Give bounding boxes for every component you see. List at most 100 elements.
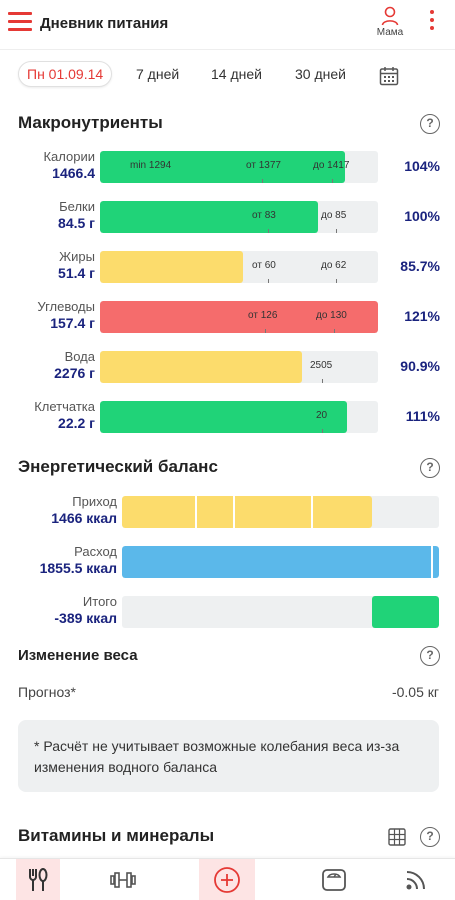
energy-row-expense: Расход 1855.5 ккал bbox=[0, 544, 455, 584]
bar-marker: до 1417 bbox=[313, 160, 350, 171]
help-icon[interactable]: ? bbox=[420, 458, 440, 478]
macro-percent: 85.7% bbox=[400, 258, 440, 274]
scale-icon bbox=[322, 869, 346, 891]
macro-value: 84.5 г bbox=[58, 215, 95, 231]
energy-bar-fill bbox=[122, 546, 439, 578]
energy-row-intake: Приход 1466 ккал bbox=[0, 494, 455, 534]
macro-bar-fill bbox=[100, 401, 347, 433]
energy-bar bbox=[122, 596, 439, 628]
profile-label: Мама bbox=[376, 27, 404, 38]
energy-value: 1466 ккал bbox=[51, 510, 117, 526]
bar-divider bbox=[431, 546, 433, 578]
macro-label: Углеводы 157.4 г bbox=[37, 299, 95, 331]
bar-marker: от 60 bbox=[252, 260, 276, 271]
nav-add[interactable] bbox=[199, 859, 255, 900]
macro-bar-fill bbox=[100, 151, 345, 183]
dumbbell-icon bbox=[110, 872, 136, 888]
macro-label: Вода 2276 г bbox=[54, 349, 95, 381]
nav-feed[interactable] bbox=[386, 859, 446, 900]
meal-divider bbox=[233, 496, 235, 528]
energy-label: Итого -389 ккал bbox=[54, 594, 117, 626]
meal-divider bbox=[311, 496, 313, 528]
profile-button[interactable]: Мама bbox=[368, 6, 412, 38]
tab-7-days[interactable]: 7 дней bbox=[136, 66, 180, 82]
bar-marker: до 85 bbox=[321, 210, 347, 221]
energy-value: 1855.5 ккал bbox=[39, 560, 117, 576]
calendar-icon[interactable] bbox=[379, 66, 399, 86]
energy-label: Расход 1855.5 ккал bbox=[39, 544, 117, 576]
bottom-nav bbox=[0, 858, 455, 900]
add-circle-icon bbox=[214, 867, 240, 893]
bar-marker: от 126 bbox=[248, 310, 278, 321]
macro-value: 1466.4 bbox=[52, 165, 95, 181]
macro-bar-fill bbox=[100, 351, 302, 383]
feed-icon bbox=[406, 871, 425, 890]
macro-bar: 2505 bbox=[100, 351, 378, 383]
help-icon[interactable]: ? bbox=[420, 646, 440, 666]
weight-title: Изменение веса bbox=[18, 647, 138, 664]
tab-14-days[interactable]: 14 дней bbox=[211, 66, 262, 82]
app-title: Дневник питания bbox=[40, 15, 169, 32]
macro-bar: от 83 до 85 bbox=[100, 201, 378, 233]
macro-row-fat: Жиры 51.4 г от 60 до 62 85.7% bbox=[0, 249, 455, 289]
macro-label: Калории 1466.4 bbox=[43, 149, 95, 181]
bar-tick bbox=[336, 229, 337, 233]
macro-value: 51.4 г bbox=[58, 265, 95, 281]
energy-bar-fill bbox=[122, 496, 372, 528]
macro-bar: от 60 до 62 bbox=[100, 251, 378, 283]
energy-bar bbox=[122, 496, 439, 528]
macros-title: Макронутриенты bbox=[18, 113, 163, 132]
help-icon[interactable]: ? bbox=[420, 114, 440, 134]
food-icon bbox=[29, 868, 48, 891]
macro-label: Белки 84.5 г bbox=[58, 199, 95, 231]
macro-value: 2276 г bbox=[54, 365, 95, 381]
macro-percent: 121% bbox=[404, 308, 440, 324]
macro-row-carbs: Углеводы 157.4 г от 126 до 130 121% bbox=[0, 299, 455, 339]
forecast-label: Прогноз* bbox=[18, 684, 76, 700]
kebab-menu-icon[interactable] bbox=[424, 10, 440, 36]
macro-label: Клетчатка 22.2 г bbox=[34, 399, 95, 431]
tab-date-today[interactable]: Пн 01.09.14 bbox=[18, 61, 113, 87]
bar-marker: 2505 bbox=[310, 360, 333, 371]
weight-note: * Расчёт не учитывает возможные колебани… bbox=[18, 720, 439, 792]
forecast-value: -0.05 кг bbox=[391, 684, 439, 700]
macro-bar: от 126 до 130 bbox=[100, 301, 378, 333]
table-icon[interactable] bbox=[388, 828, 406, 846]
bar-tick bbox=[262, 179, 263, 183]
bar-tick bbox=[268, 279, 269, 283]
macro-row-protein: Белки 84.5 г от 83 до 85 100% bbox=[0, 199, 455, 239]
help-icon[interactable]: ? bbox=[420, 827, 440, 847]
energy-row-total: Итого -389 ккал bbox=[0, 594, 455, 634]
meal-divider bbox=[195, 496, 197, 528]
macro-bar-fill bbox=[100, 251, 243, 283]
nav-exercise[interactable] bbox=[93, 859, 153, 900]
bar-tick bbox=[265, 329, 266, 333]
macro-row-water: Вода 2276 г 2505 90.9% bbox=[0, 349, 455, 389]
macro-percent: 100% bbox=[404, 208, 440, 224]
bar-marker: до 62 bbox=[321, 260, 347, 271]
bar-tick bbox=[322, 379, 323, 383]
person-icon bbox=[381, 6, 399, 26]
date-range-tabs: Пн 01.09.14 7 дней 14 дней 30 дней bbox=[0, 58, 455, 94]
bar-tick bbox=[268, 229, 269, 233]
bar-tick bbox=[334, 329, 335, 333]
nav-food[interactable] bbox=[16, 859, 60, 900]
bar-marker: от 83 bbox=[252, 210, 276, 221]
macro-label: Жиры 51.4 г bbox=[58, 249, 95, 281]
bar-marker: от 1377 bbox=[246, 160, 281, 171]
bar-tick bbox=[332, 179, 333, 183]
macro-percent: 104% bbox=[404, 158, 440, 174]
macro-value: 157.4 г bbox=[50, 315, 95, 331]
hamburger-menu-icon[interactable] bbox=[8, 12, 32, 34]
macro-bar-fill bbox=[100, 201, 318, 233]
energy-bar bbox=[122, 546, 439, 578]
macro-row-fiber: Клетчатка 22.2 г 20 111% bbox=[0, 399, 455, 439]
macro-bar-fill bbox=[100, 301, 378, 333]
bar-marker: min 1294 bbox=[130, 160, 172, 171]
bar-marker: до 130 bbox=[316, 310, 347, 321]
bar-marker: 20 bbox=[316, 410, 328, 421]
energy-title: Энергетический баланс bbox=[18, 457, 218, 476]
tab-30-days[interactable]: 30 дней bbox=[295, 66, 346, 82]
macro-bar: min 1294 от 1377 до 1417 bbox=[100, 151, 378, 183]
nav-weight[interactable] bbox=[304, 859, 364, 900]
